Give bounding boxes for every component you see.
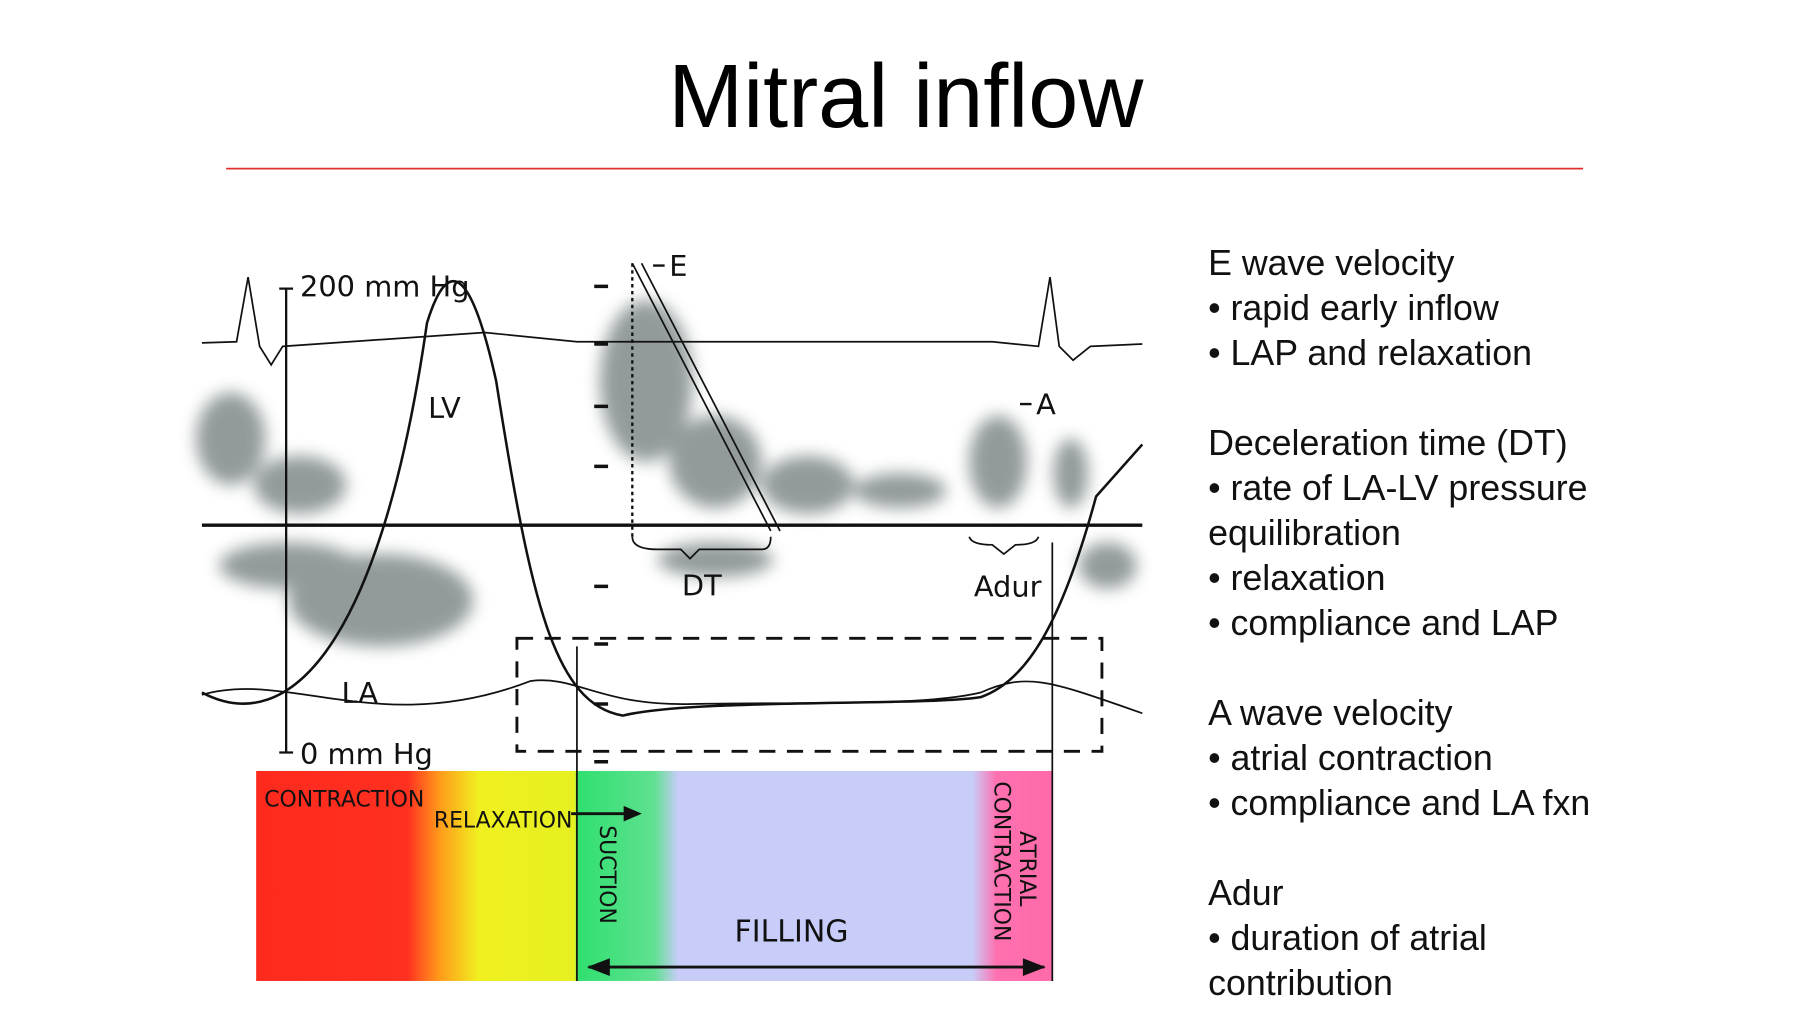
- note-line: • compliance and LA fxn: [1208, 783, 1590, 823]
- atrial-label: ATRIAL: [1014, 831, 1039, 907]
- contraction-label: CONTRACTION: [264, 788, 424, 813]
- la-label: LA: [342, 676, 379, 710]
- note-line: • compliance and LAP: [1208, 603, 1558, 643]
- dt-label: DT: [682, 569, 722, 603]
- relaxation-label: RELAXATION: [434, 809, 573, 834]
- scale-bottom: 0 mm Hg: [300, 737, 433, 771]
- notes: E wave velocity • rapid early inflow • LAP…: [1208, 243, 1590, 1003]
- note-line: • LAP and relaxation: [1208, 333, 1532, 373]
- scale-top: 200 mm Hg: [300, 270, 470, 304]
- diagram-lines: [201, 262, 1144, 981]
- note-heading: Deceleration time (DT): [1208, 423, 1568, 463]
- note-line: • atrial contraction: [1208, 738, 1493, 778]
- doppler-signal: [196, 300, 1137, 647]
- filling-label: FILLING: [734, 915, 848, 950]
- note-heading: E wave velocity: [1208, 243, 1454, 283]
- note-heading: A wave velocity: [1208, 693, 1453, 733]
- lv-label: LV: [428, 391, 461, 425]
- diagram-labels: 200 mm Hg 0 mm Hg LV LA E A DT Adur CONT…: [264, 249, 1056, 950]
- note-heading: Adur: [1208, 873, 1284, 913]
- atrial-contraction-label: CONTRACTION: [989, 781, 1014, 941]
- a-label: A: [1036, 387, 1056, 421]
- note-line: • relaxation: [1208, 558, 1385, 598]
- adur-label: Adur: [974, 570, 1042, 604]
- suction-label: SUCTION: [594, 825, 619, 924]
- note-line: • rapid early inflow: [1208, 288, 1499, 328]
- e-label: E: [669, 249, 687, 283]
- note-line: contribution: [1208, 963, 1393, 1003]
- note-line: • duration of atrial: [1208, 918, 1487, 958]
- note-line: • rate of LA-LV pressure: [1208, 468, 1587, 508]
- title: Mitral inflow: [668, 47, 1144, 147]
- note-line: equilibration: [1208, 513, 1401, 553]
